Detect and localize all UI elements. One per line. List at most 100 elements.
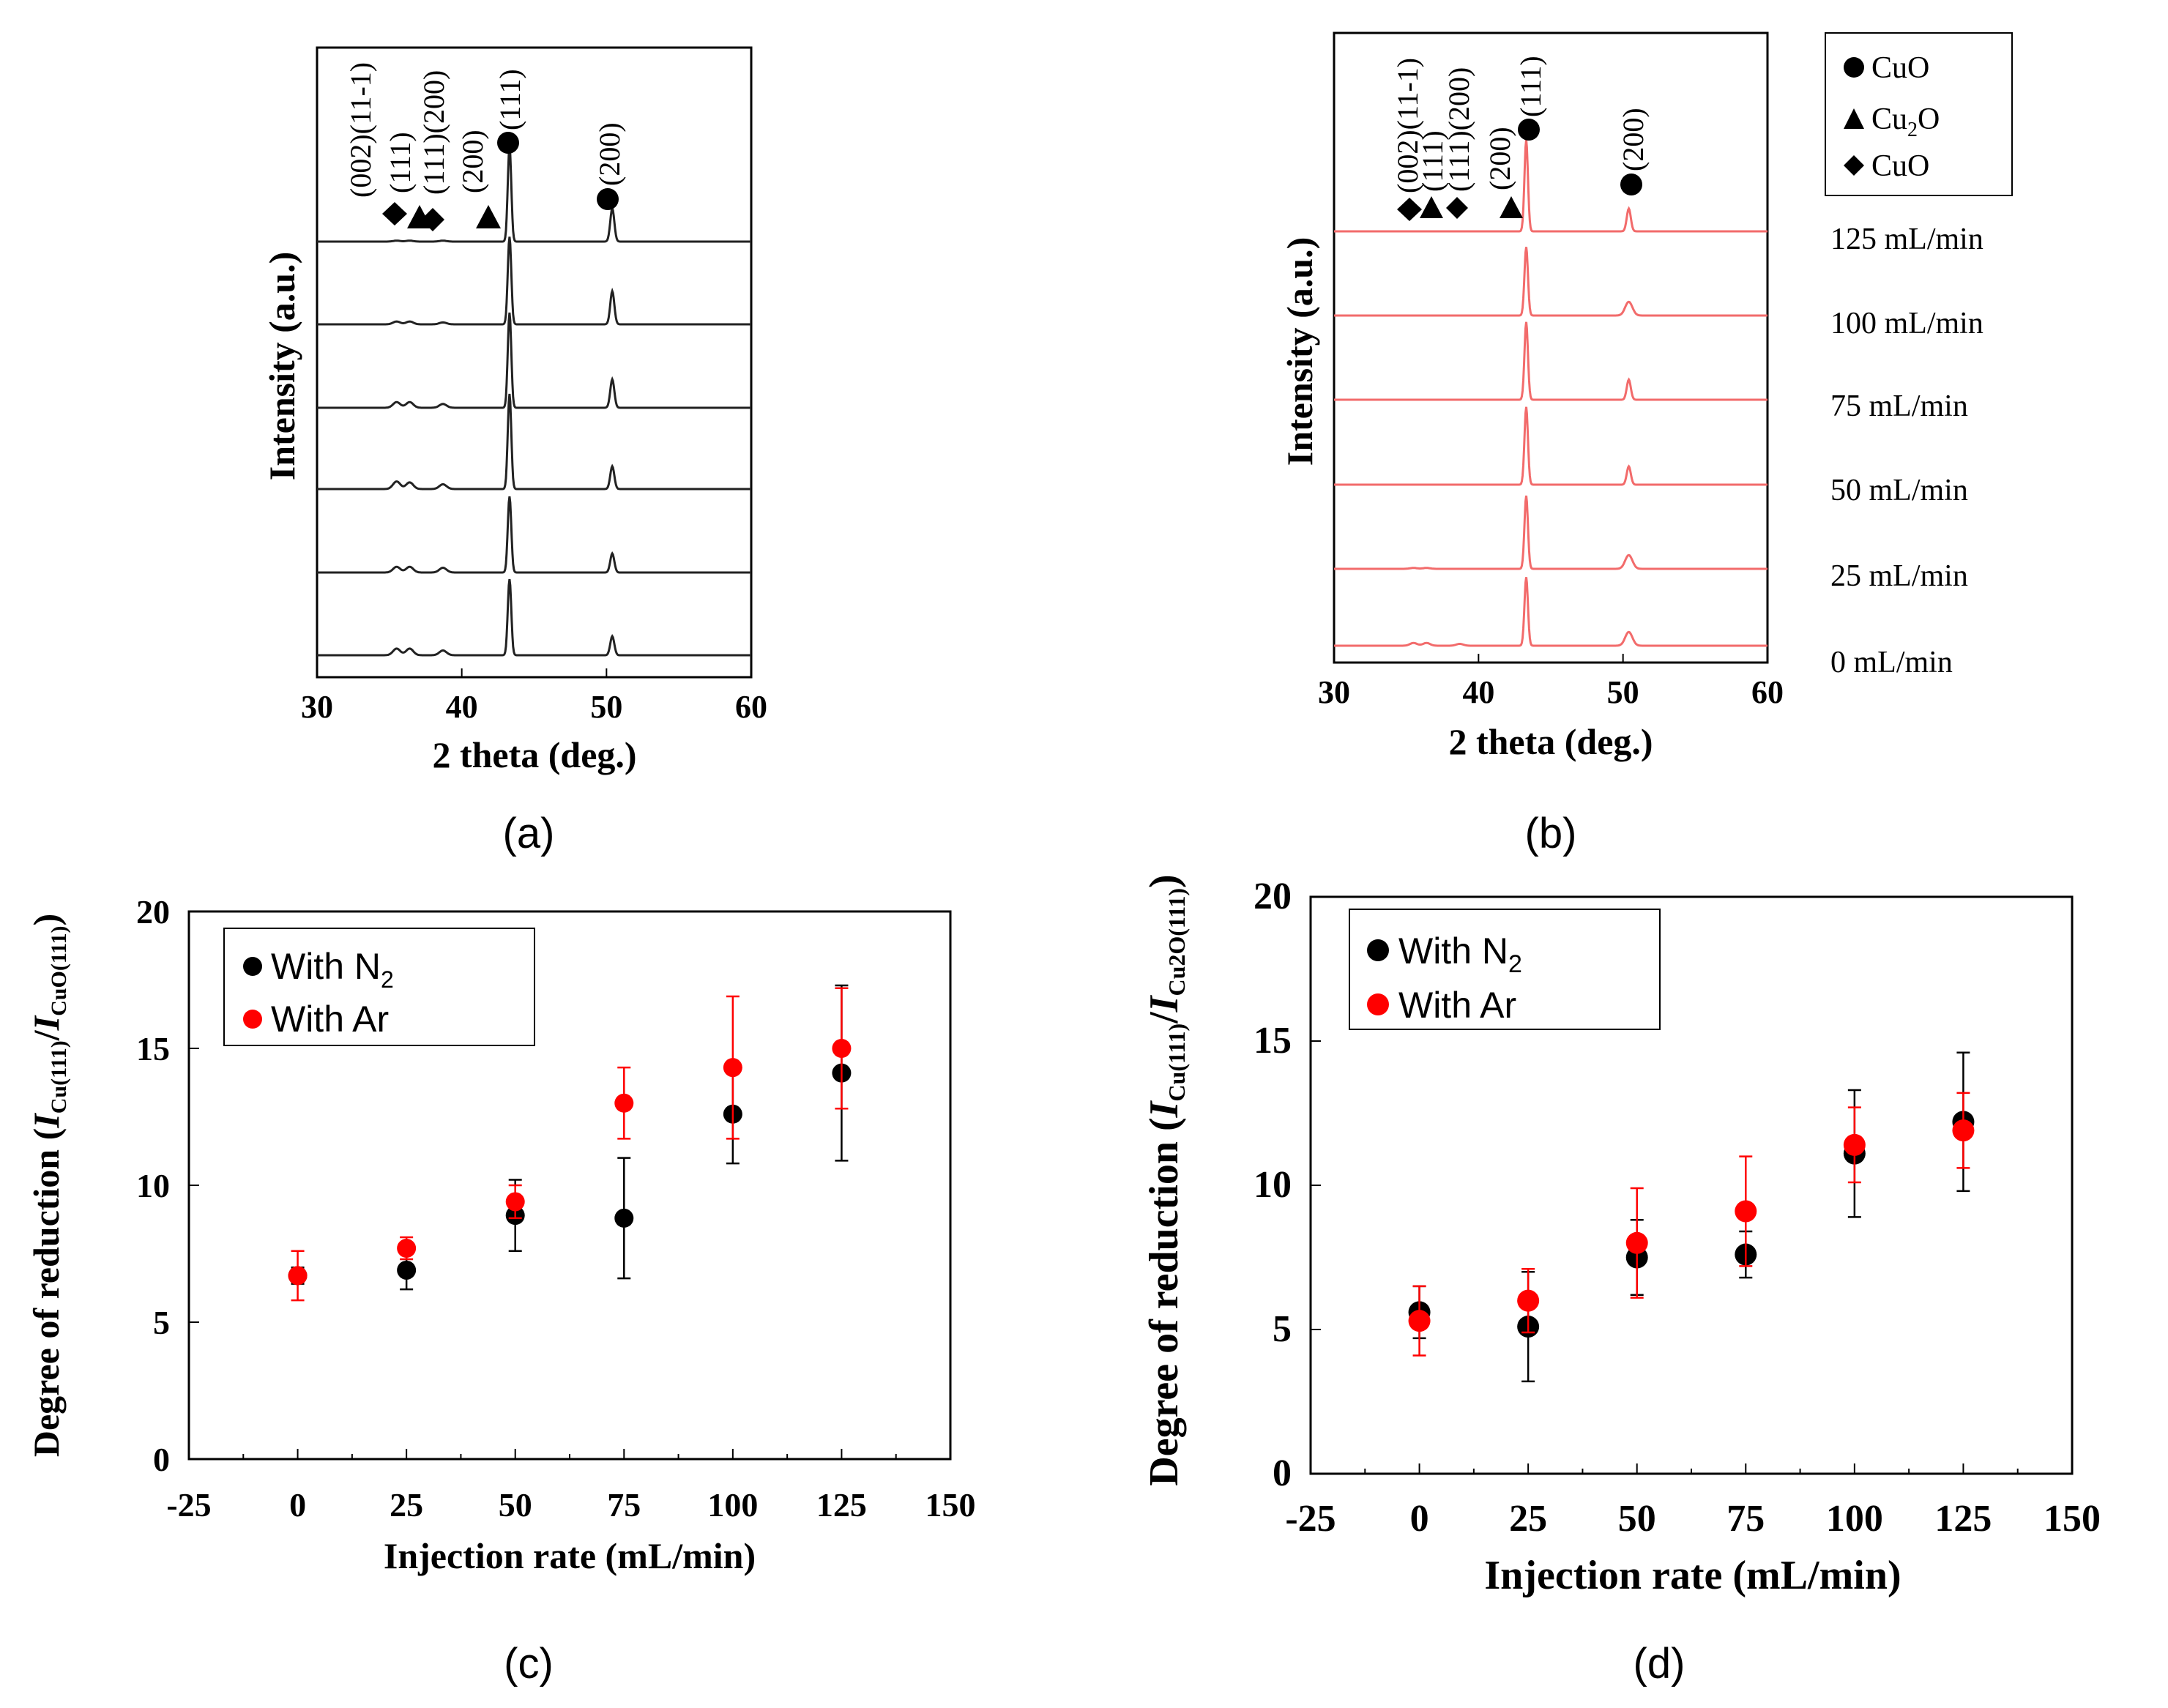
data-point-ar (397, 1239, 417, 1258)
y-tick-label: 0 (153, 1441, 170, 1478)
panel-c-y-axis-title: Degree of reduction (ICu(111)/ICuO(111)) (26, 914, 71, 1457)
panel-c-axes: -25 0 25 50 75 100 125 150 0 5 10 15 20 (136, 893, 976, 1524)
data-point-ar (1517, 1289, 1540, 1312)
panel-a-y-axis-title: Intensity (a.u.) (261, 252, 302, 481)
panel-c-reduction-cuo: -25 0 25 50 75 100 125 150 0 5 10 15 20 Injection ra… (26, 893, 976, 1576)
panel-a-cu-circle-marker (597, 188, 619, 210)
panel-b-cu2o-triangle-marker (1420, 196, 1443, 218)
legend-b-cu2o-label: Cu2O (1871, 102, 1940, 141)
y-tick-label: 20 (136, 893, 170, 931)
panel-c-data-points (288, 984, 852, 1302)
xrd-trace-75-ml-min (317, 312, 751, 409)
data-point-ar (1843, 1133, 1866, 1156)
x-tick-label: 100 (1826, 1498, 1883, 1540)
data-point-ar (614, 1093, 634, 1113)
panel-b-y-axis-title: Intensity (a.u.) (1279, 237, 1320, 466)
panel-b-plot-frame (1333, 31, 1769, 664)
panel-b-legend-box (1825, 32, 2013, 196)
panel-b-cu2o-triangle-marker (1500, 196, 1523, 218)
panel-b-cu-circle-marker (1518, 119, 1540, 141)
x-tick-label: 60 (1751, 674, 1784, 710)
panel-b-peak-label-cu2o-111: (111) (1416, 130, 1449, 192)
panel-a-peak-label-cu2o-200: (200) (456, 130, 489, 193)
panel-b-rate-labels: 125 mL/min 100 mL/min 75 mL/min 50 mL/min 25… (1830, 223, 1983, 679)
y-tick-label: 20 (1254, 876, 1292, 917)
x-tick-label: 25 (390, 1486, 423, 1524)
rate-label: 25 mL/min (1830, 559, 1968, 593)
panel-a-cuo-diamond-marker (382, 202, 407, 225)
panel-d-legend-box (1349, 909, 1661, 1030)
x-tick-label: 0 (1410, 1498, 1429, 1540)
panel-b-x-axis: 30 40 50 60 (1318, 654, 1784, 710)
panel-a-cu-circle-marker (497, 132, 519, 154)
panel-b-cuo-diamond-marker (1446, 197, 1468, 219)
y-tick-label: 0 (1273, 1452, 1292, 1494)
x-tick-label: -25 (166, 1486, 211, 1524)
panel-b-peak-label-cuo-002: (002)(11-1) (1391, 58, 1424, 193)
panel-a-x-axis-title: 2 theta (deg.) (432, 734, 636, 775)
caption-c: (c) (504, 1640, 554, 1688)
x-tick-label: 30 (301, 689, 333, 725)
data-point-ar (832, 1039, 852, 1058)
rate-label: 50 mL/min (1830, 474, 1968, 507)
x-tick-label: 40 (1462, 674, 1494, 710)
caption-a: (a) (503, 810, 555, 857)
data-point-ar (723, 1058, 742, 1078)
x-tick-label: 75 (1726, 1498, 1765, 1540)
y-tick-label: 10 (136, 1167, 170, 1204)
y-tick-label: 15 (136, 1030, 170, 1067)
legend-c-ar-marker (243, 1010, 262, 1029)
panel-b-cuo-diamond-marker (1397, 198, 1422, 221)
x-tick-label: 125 (816, 1486, 867, 1524)
x-tick-label: 40 (446, 689, 478, 725)
y-tick-label: 10 (1254, 1164, 1292, 1206)
panel-a-plot-frame (316, 46, 753, 679)
data-point-ar (1408, 1310, 1431, 1332)
x-tick-label: 150 (2044, 1498, 2101, 1540)
x-tick-label: 25 (1509, 1498, 1547, 1540)
data-point-ar (1735, 1200, 1757, 1223)
legend-b-diamond-icon (1844, 155, 1864, 176)
panel-c-x-axis-title: Injection rate (mL/min) (384, 1535, 756, 1576)
legend-d-n2-label: With N2 (1398, 931, 1522, 978)
panel-d-x-axis-title: Injection rate (mL/min) (1484, 1553, 1901, 1598)
x-tick-label: 125 (1934, 1498, 1992, 1540)
x-tick-label: 50 (1607, 674, 1639, 710)
xrd-trace-100-ml-min (317, 236, 751, 326)
panel-a-peak-label-cu-111: (111) (493, 69, 526, 130)
panel-b-peak-label-cu-200: (200) (1617, 108, 1650, 171)
y-tick-label: 5 (153, 1304, 170, 1341)
x-tick-label: 150 (925, 1486, 976, 1524)
panel-a-x-axis: 30 40 50 60 (301, 668, 767, 725)
xrd-trace-50-ml-min (317, 393, 751, 491)
rate-label: 75 mL/min (1830, 389, 1968, 423)
data-point-ar (1952, 1119, 1975, 1142)
legend-b-circle-icon (1844, 57, 1864, 78)
legend-c-n2-label: With N2 (271, 946, 394, 993)
rate-label: 100 mL/min (1830, 307, 1983, 340)
data-point-ar (505, 1192, 525, 1212)
xrd-trace-125-ml-min (317, 146, 751, 243)
panel-a-cu2o-triangle-marker (476, 205, 501, 228)
x-tick-label: 60 (735, 689, 767, 725)
panel-a-peak-label-cuo-111: (111)(200) (417, 70, 450, 195)
legend-b-cuo-diamond-label: CuO (1871, 149, 1929, 183)
panel-b-peak-label-cuo-111: (111)(200) (1442, 67, 1475, 192)
caption-d: (d) (1634, 1640, 1685, 1688)
caption-b: (b) (1525, 810, 1577, 857)
x-tick-label: 100 (707, 1486, 758, 1524)
rate-label: 125 mL/min (1830, 223, 1983, 256)
panel-b-spectra (1334, 139, 1767, 647)
x-tick-label: 30 (1318, 674, 1350, 710)
xrd-trace-25-ml-min (1334, 495, 1767, 570)
x-tick-label: 50 (590, 689, 622, 725)
legend-c-n2-marker (243, 957, 262, 976)
data-point-n2 (397, 1260, 417, 1280)
data-point-ar (1625, 1231, 1648, 1254)
data-point-n2 (614, 1208, 634, 1228)
x-tick-label: -25 (1285, 1498, 1336, 1540)
xrd-trace-0-ml-min (1334, 577, 1767, 647)
